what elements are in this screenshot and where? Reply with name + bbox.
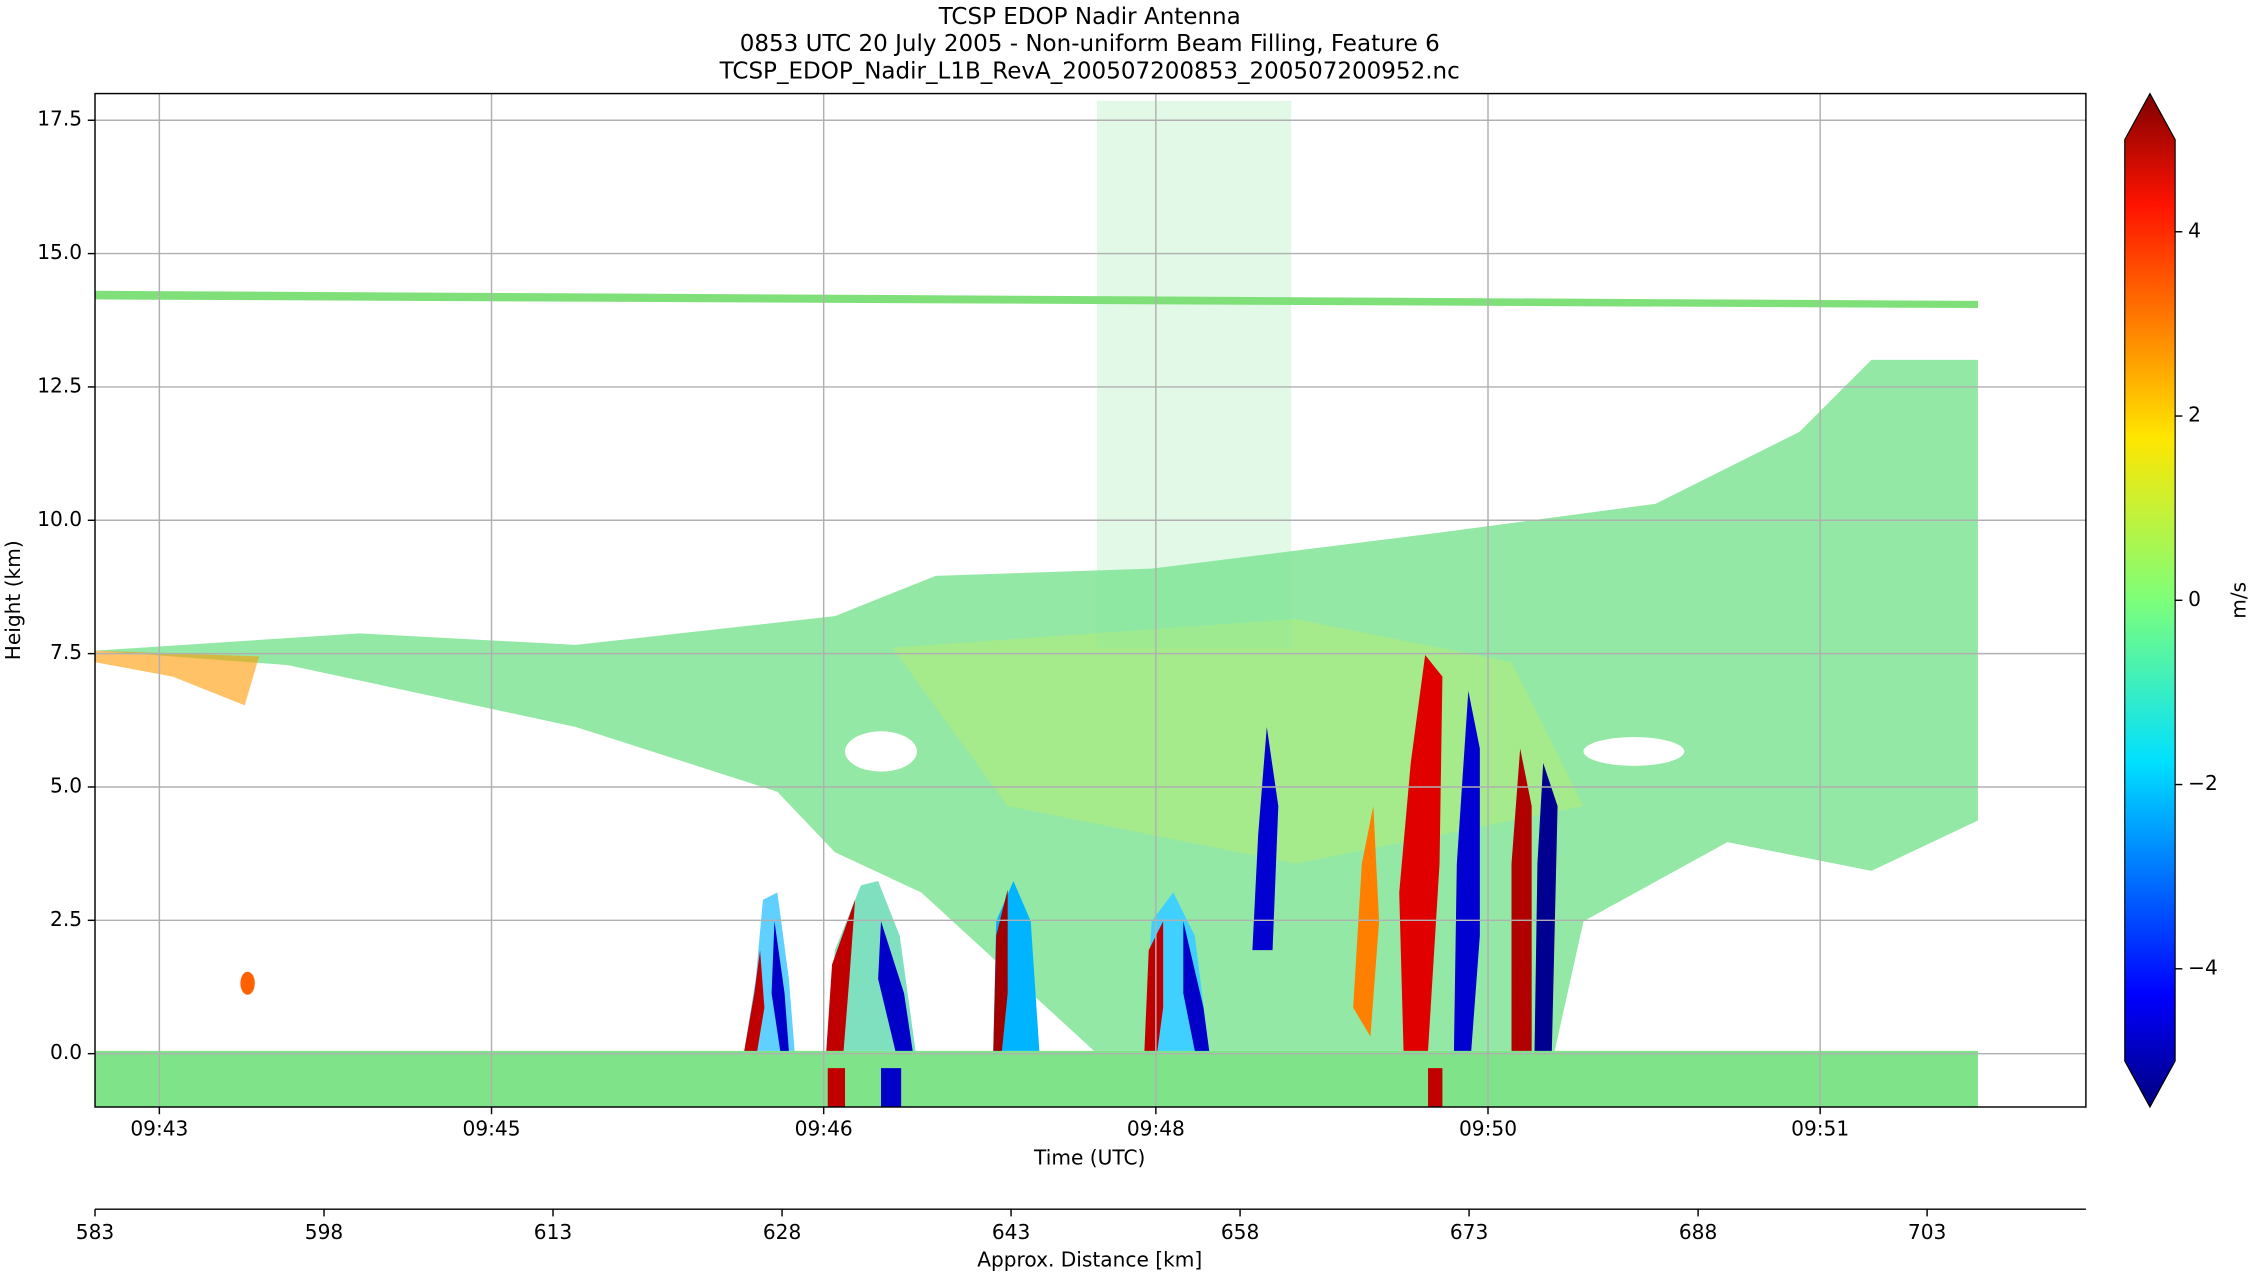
x-axis-label: Time (UTC): [1033, 1145, 1145, 1169]
y-tick-label: 2.5: [50, 907, 82, 931]
y-axis-label: Height (km): [1, 540, 25, 660]
x2-tick-label: 628: [763, 1220, 801, 1244]
x2-tick-label: 673: [1450, 1220, 1488, 1244]
chart-subtitle: TCSP_EDOP_Nadir_L1B_RevA_200507200853_20…: [719, 58, 1460, 84]
y-tick-label: 15.0: [37, 240, 82, 264]
chart-title: TCSP EDOP Nadir Antenna: [938, 4, 1241, 30]
colorbar-tick-label: −4: [2188, 955, 2218, 979]
surface-echo: [95, 1050, 1978, 1108]
x-tick-label: 09:51: [1791, 1117, 1849, 1141]
y-tick-label: 17.5: [37, 107, 82, 131]
echo-gap: [1583, 737, 1685, 766]
x2-tick-label: 643: [992, 1220, 1030, 1244]
upper-layer: [95, 290, 1978, 309]
colorbar-tick-label: 2: [2188, 403, 2201, 427]
colorbar: [2124, 92, 2176, 1109]
plot-frame: [94, 92, 2087, 1108]
echo-patch: [240, 971, 255, 995]
x-tick-label: 09:45: [463, 1117, 521, 1141]
convective-cells: [744, 654, 1558, 1108]
x2-tick-label: 688: [1679, 1220, 1717, 1244]
cloud-echo: [95, 359, 1978, 1051]
x-tick-label: 09:43: [130, 1117, 188, 1141]
x2-tick-label: 658: [1221, 1220, 1259, 1244]
y-tick-label: 0.0: [50, 1040, 82, 1064]
x2-axis-label: Approx. Distance [km]: [977, 1248, 1202, 1272]
colorbar-tick-label: −2: [2188, 771, 2218, 795]
echo-gap: [845, 731, 917, 772]
x2-tick-label: 613: [534, 1220, 572, 1244]
chart-subtitle: 0853 UTC 20 July 2005 - Non-uniform Beam…: [740, 31, 1440, 57]
y-tick-label: 5.0: [50, 773, 82, 797]
noise-column: [1096, 100, 1292, 648]
x-tick-label: 09:48: [1127, 1117, 1185, 1141]
x-tick-label: 09:50: [1459, 1117, 1517, 1141]
axes: 09:43 09:45 09:46 09:48 09:50 09:51 0.0 2.5 5.0 7…: [37, 93, 2086, 1141]
echo-patch: [95, 650, 260, 706]
y-tick-label: 12.5: [37, 373, 82, 397]
colorbar-tick-label: 0: [2188, 587, 2201, 611]
radar-field: [95, 100, 1978, 1108]
x-tick-label: 09:46: [795, 1117, 853, 1141]
x2-tick-label: 598: [305, 1220, 343, 1244]
x2-tick-label: 583: [76, 1220, 114, 1244]
colorbar-tick-label: 4: [2188, 218, 2201, 242]
y-tick-label: 10.0: [37, 507, 82, 531]
y-tick-label: 7.5: [50, 640, 82, 664]
x2-tick-label: 703: [1908, 1220, 1946, 1244]
colorbar-label: m/s: [2226, 582, 2250, 619]
